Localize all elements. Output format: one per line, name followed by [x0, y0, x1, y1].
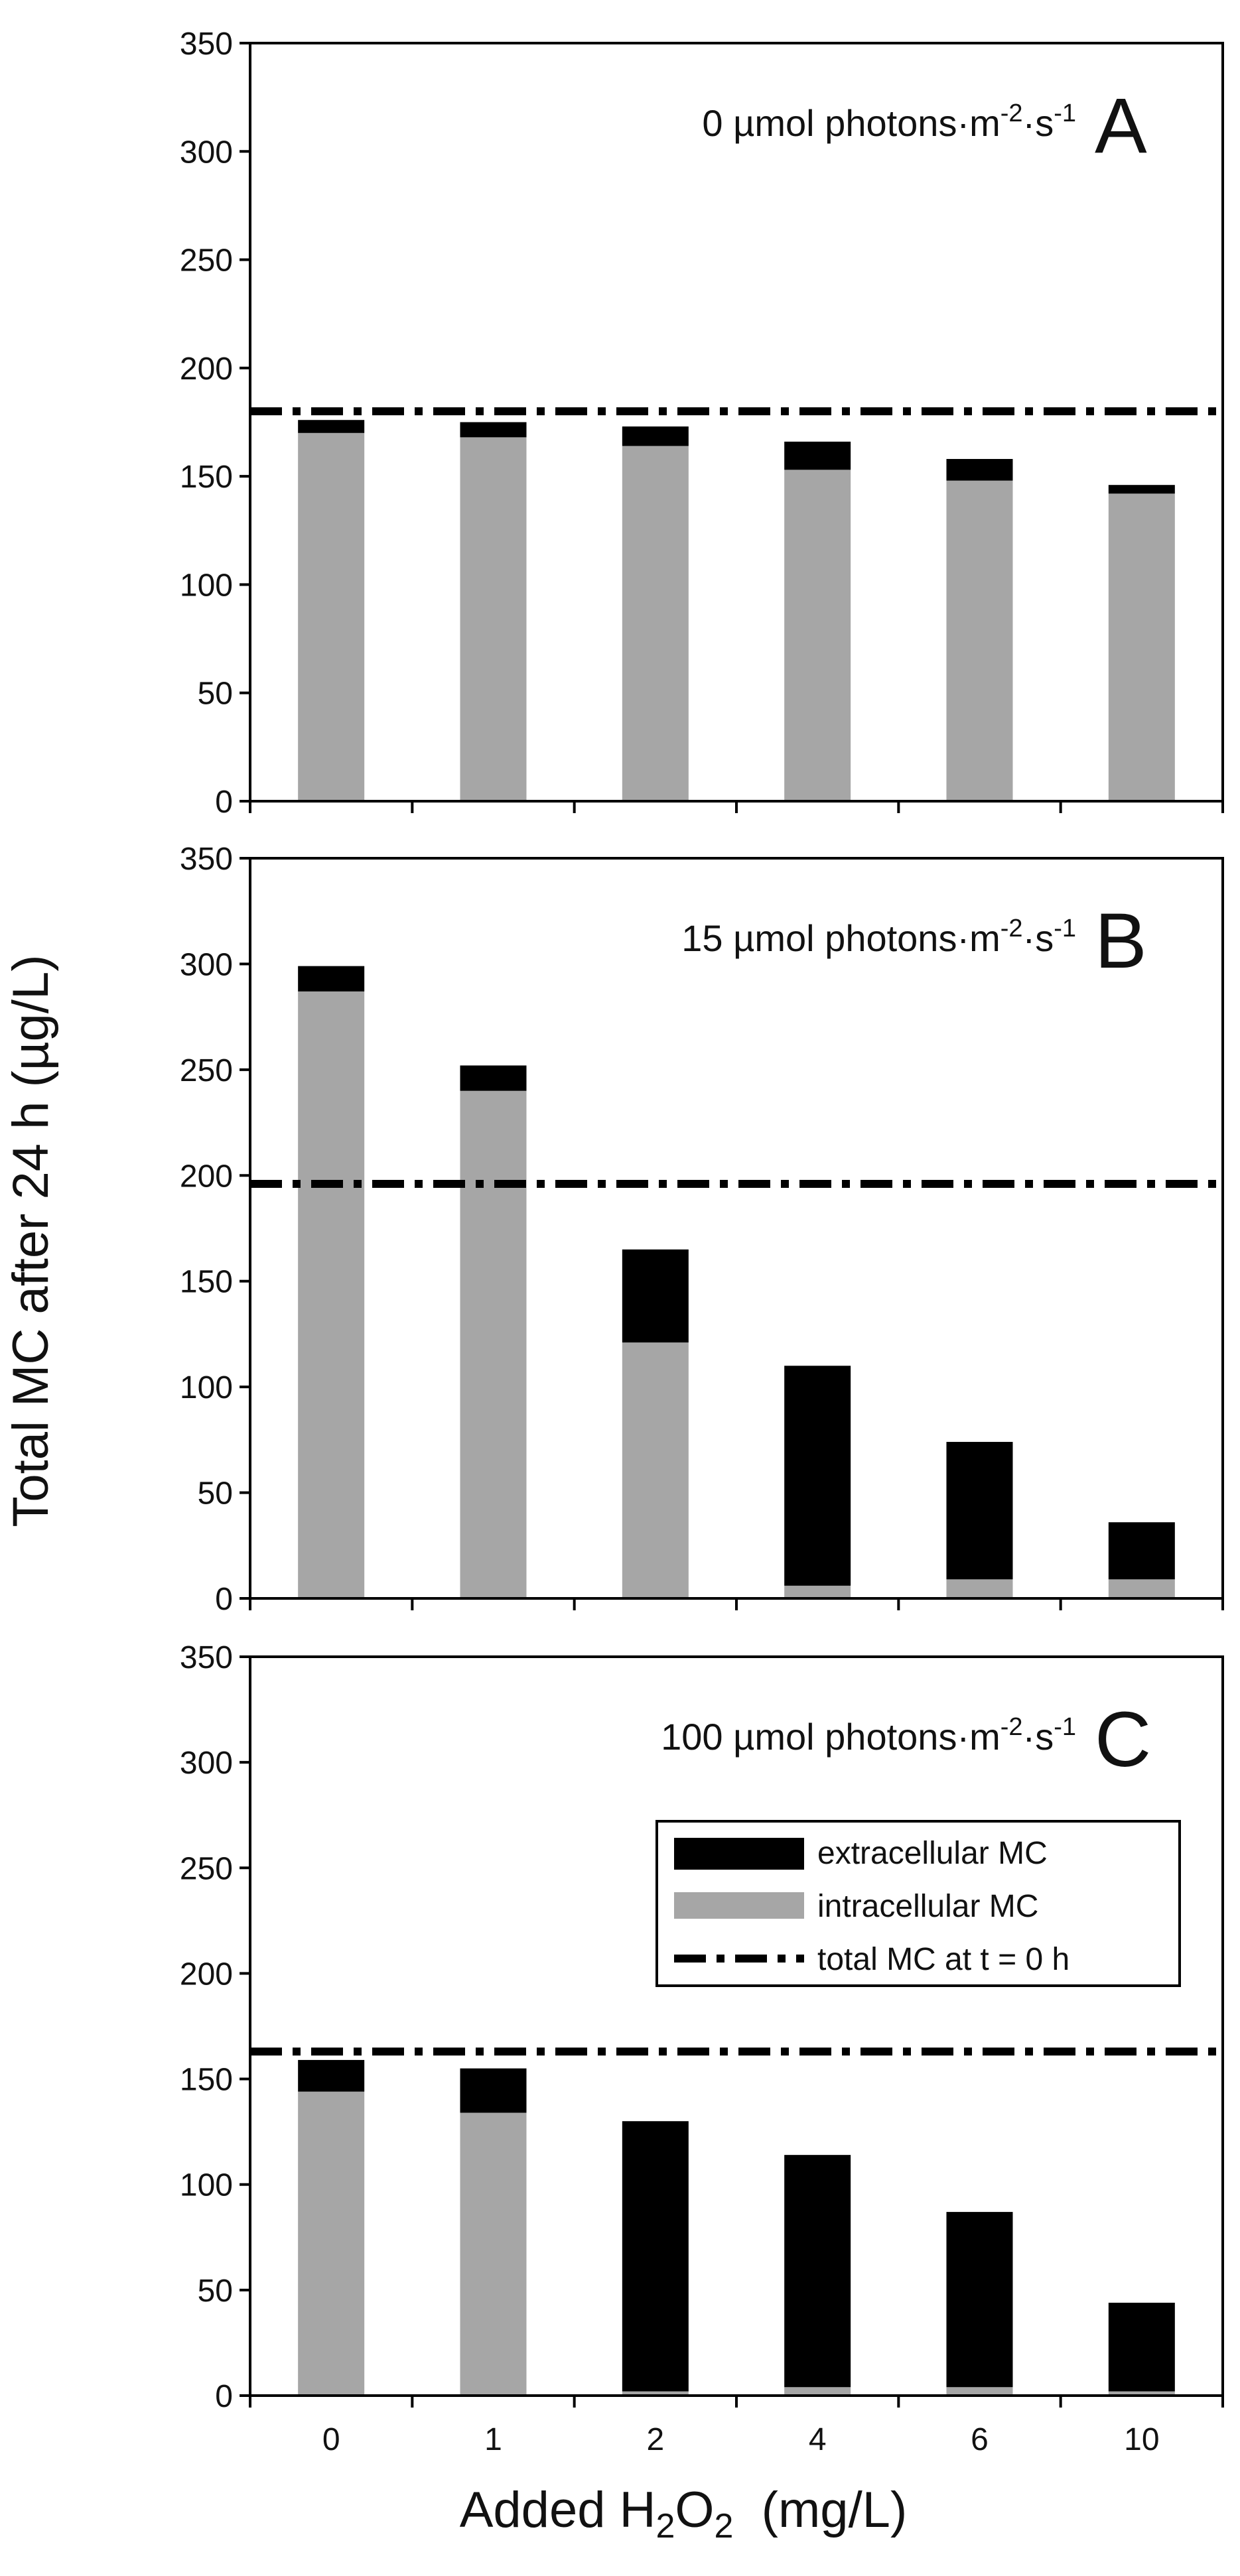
y-tick-label-B-200: 200: [180, 1159, 233, 1194]
light-intensity-label-C: 100 µmol photons·m-2·s-1: [661, 1713, 1076, 1758]
legend-swatch-intracellular: [674, 1892, 804, 1919]
y-tick-label-A-0: 0: [215, 785, 233, 820]
bar-intracellular-C-4: [784, 2387, 851, 2396]
bar-extracellular-C-6: [946, 2212, 1013, 2388]
y-tick-label-A-300: 300: [180, 135, 233, 170]
x-tick-label-2: 2: [646, 2422, 664, 2457]
y-tick-label-C-0: 0: [215, 2379, 233, 2414]
y-tick-label-C-100: 100: [180, 2168, 233, 2203]
legend-swatch-extracellular: [674, 1838, 804, 1870]
x-tick-label-1: 1: [484, 2422, 502, 2457]
light-intensity-label-A: 0 µmol photons·m-2·s-1: [702, 99, 1076, 144]
bar-intracellular-C-10: [1108, 2391, 1175, 2396]
x-axis-label: Added H2O2 (mg/L): [460, 2482, 908, 2545]
bar-intracellular-A-0: [298, 432, 365, 801]
bar-intracellular-B-0: [298, 991, 365, 1598]
y-tick-label-C-50: 50: [198, 2274, 233, 2309]
bar-extracellular-C-0: [298, 2059, 365, 2092]
y-tick-label-A-100: 100: [180, 568, 233, 603]
x-tick-label-10: 10: [1124, 2422, 1159, 2457]
bar-intracellular-A-1: [460, 437, 527, 801]
bar-intracellular-B-10: [1108, 1579, 1175, 1598]
y-tick-label-B-150: 150: [180, 1265, 233, 1300]
bar-extracellular-B-1: [460, 1065, 527, 1091]
y-axis-label: Total MC after 24 h (µg/L): [3, 954, 59, 1527]
bar-extracellular-B-6: [946, 1442, 1013, 1580]
x-tick-label-0: 0: [322, 2422, 340, 2457]
y-tick-label-C-150: 150: [180, 2063, 233, 2098]
bar-extracellular-A-6: [946, 459, 1013, 481]
y-tick-label-A-50: 50: [198, 676, 233, 712]
y-tick-label-B-50: 50: [198, 1476, 233, 1512]
bar-intracellular-C-0: [298, 2091, 365, 2396]
bar-extracellular-C-4: [784, 2155, 851, 2388]
bar-intracellular-A-2: [622, 446, 689, 801]
bar-extracellular-B-4: [784, 1366, 851, 1586]
bar-extracellular-B-0: [298, 966, 365, 992]
y-tick-label-C-200: 200: [180, 1957, 233, 1992]
plot-frame-A: [249, 42, 1224, 803]
bar-intracellular-A-10: [1108, 493, 1175, 801]
bar-intracellular-B-6: [946, 1579, 1013, 1598]
plot-frame-C: [249, 1655, 1224, 2397]
y-tick-label-C-250: 250: [180, 1851, 233, 1886]
y-tick-label-B-0: 0: [215, 1582, 233, 1617]
legend-label-extracellular: extracellular MC: [817, 1836, 1048, 1871]
panel-letter-C: C: [1095, 1696, 1151, 1783]
legend-label-intracellular: intracellular MC: [817, 1889, 1038, 1924]
bar-intracellular-B-2: [622, 1342, 689, 1598]
legend-label-reference: total MC at t = 0 h: [817, 1942, 1069, 1977]
plot-frame-B: [249, 857, 1224, 1600]
bar-intracellular-C-6: [946, 2387, 1013, 2396]
bar-extracellular-C-2: [622, 2121, 689, 2392]
legend: extracellular MC intracellular MC total …: [655, 1820, 1181, 1987]
y-tick-label-A-200: 200: [180, 352, 233, 387]
bar-extracellular-A-1: [460, 422, 527, 438]
panel-letter-A: A: [1095, 82, 1147, 170]
y-tick-label-B-100: 100: [180, 1370, 233, 1405]
bar-intracellular-A-4: [784, 470, 851, 801]
y-tick-label-B-250: 250: [180, 1053, 233, 1088]
panel-A: 0 50 100 150 200 250 300 350 0 µmol photons·m-2·…: [180, 27, 1224, 820]
bar-intracellular-C-2: [622, 2391, 689, 2396]
bar-intracellular-B-4: [784, 1585, 851, 1598]
y-tick-label-C-300: 300: [180, 1746, 233, 1781]
bar-intracellular-C-1: [460, 2112, 527, 2396]
y-tick-label-A-350: 350: [180, 27, 233, 62]
bar-extracellular-A-10: [1108, 485, 1175, 494]
panel-letter-B: B: [1095, 897, 1147, 985]
bar-extracellular-A-2: [622, 426, 689, 446]
panel-B: 0 50 100 150 200 250 300 350 15 µmol photons·m-2…: [180, 842, 1224, 1617]
panel-C: 0 50 100 150 200 250 300 350 0 1 2 4 6 10 100 µmol pho…: [180, 1640, 1224, 2457]
y-tick-label-C-350: 350: [180, 1640, 233, 1675]
y-tick-label-A-150: 150: [180, 460, 233, 495]
bar-extracellular-B-2: [622, 1249, 689, 1343]
x-tick-label-4: 4: [809, 2422, 827, 2457]
x-tick-label-6: 6: [971, 2422, 989, 2457]
bar-extracellular-A-4: [784, 441, 851, 470]
bar-extracellular-C-1: [460, 2068, 527, 2113]
bar-extracellular-C-10: [1108, 2302, 1175, 2392]
bar-intracellular-A-6: [946, 480, 1013, 801]
light-intensity-label-B: 15 µmol photons·m-2·s-1: [681, 915, 1076, 959]
bar-extracellular-A-0: [298, 420, 365, 433]
bar-intracellular-B-1: [460, 1090, 527, 1598]
y-tick-label-A-250: 250: [180, 243, 233, 279]
bar-extracellular-B-10: [1108, 1522, 1175, 1580]
y-tick-label-B-350: 350: [180, 842, 233, 877]
y-tick-label-B-300: 300: [180, 947, 233, 982]
